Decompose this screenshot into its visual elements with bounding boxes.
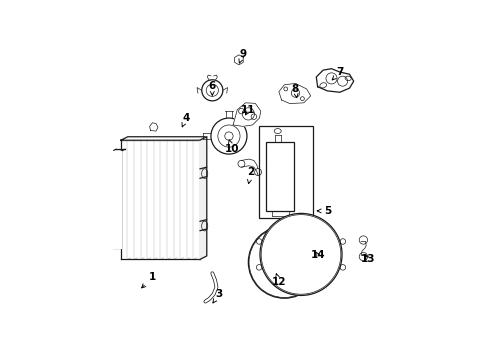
Bar <box>267 141 294 211</box>
Circle shape <box>202 80 223 101</box>
Circle shape <box>278 256 291 269</box>
Text: 1: 1 <box>142 273 156 288</box>
Polygon shape <box>316 69 354 92</box>
Text: 2: 2 <box>247 167 255 184</box>
Polygon shape <box>121 137 207 140</box>
Text: 5: 5 <box>317 206 331 216</box>
Bar <box>259 126 314 218</box>
Polygon shape <box>235 55 243 65</box>
Text: 10: 10 <box>224 140 239 153</box>
Circle shape <box>260 213 342 296</box>
Polygon shape <box>112 151 121 248</box>
Polygon shape <box>200 137 207 260</box>
Polygon shape <box>233 103 261 126</box>
Polygon shape <box>149 123 158 131</box>
Text: 3: 3 <box>213 289 223 303</box>
Text: 9: 9 <box>239 49 246 63</box>
Circle shape <box>248 226 320 298</box>
Text: 6: 6 <box>209 81 216 95</box>
Text: 7: 7 <box>332 67 343 80</box>
Text: 13: 13 <box>361 255 375 264</box>
Text: 8: 8 <box>292 84 299 98</box>
Circle shape <box>211 118 247 154</box>
Polygon shape <box>279 84 311 104</box>
Text: 14: 14 <box>310 250 325 260</box>
Circle shape <box>282 259 287 265</box>
Text: 12: 12 <box>271 274 286 287</box>
Text: 11: 11 <box>241 105 256 115</box>
Text: 4: 4 <box>182 113 190 127</box>
